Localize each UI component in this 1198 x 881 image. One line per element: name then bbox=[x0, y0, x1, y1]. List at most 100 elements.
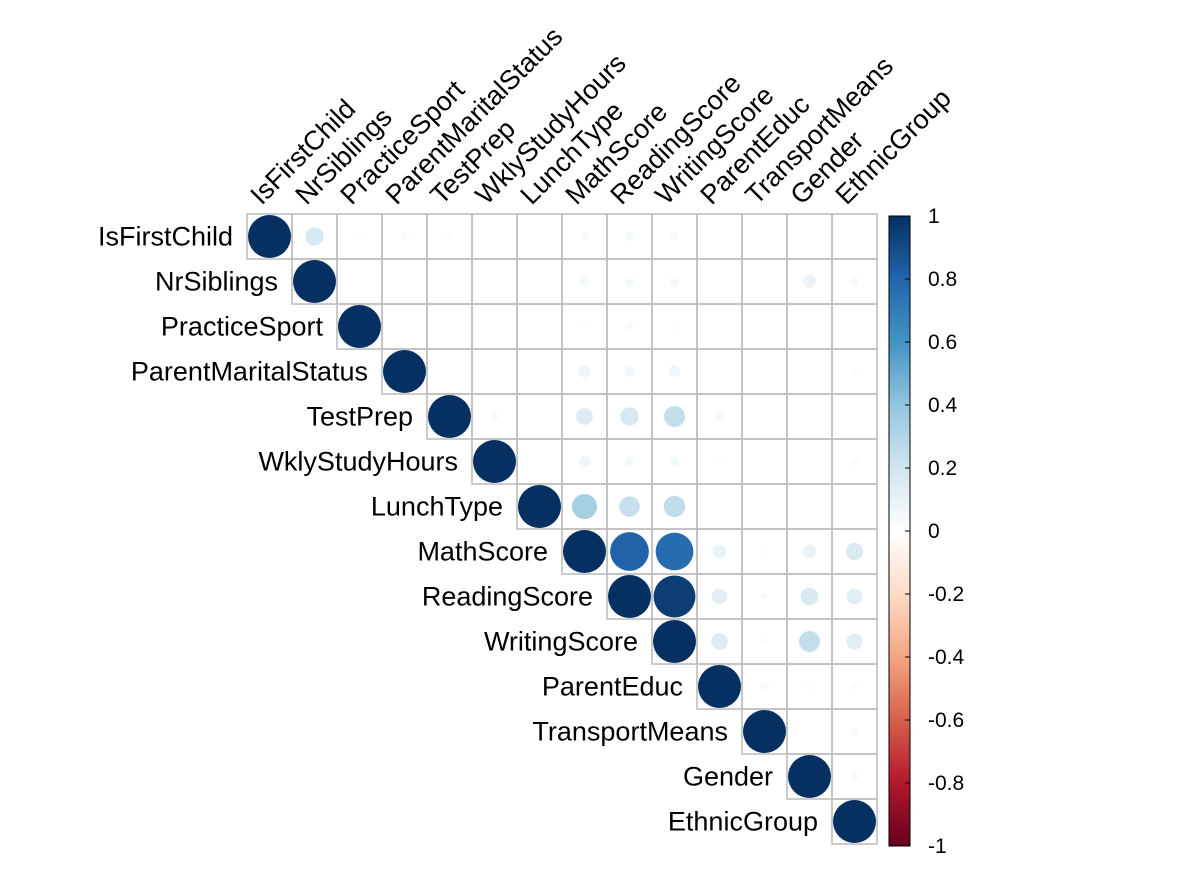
corr-circle bbox=[807, 369, 812, 374]
grid-cell bbox=[471, 303, 518, 350]
corr-circle bbox=[446, 233, 453, 240]
grid-cell bbox=[786, 708, 833, 755]
corr-circle bbox=[305, 227, 324, 246]
corr-circle bbox=[788, 755, 831, 798]
corr-circle bbox=[447, 369, 452, 374]
corr-circle bbox=[762, 279, 767, 284]
corr-circle bbox=[624, 276, 635, 287]
corr-circle bbox=[711, 588, 728, 605]
row-label: ReadingScore bbox=[422, 582, 593, 612]
corr-circle bbox=[668, 365, 681, 378]
row-labels: IsFirstChild NrSiblings PracticeSport Paren… bbox=[98, 222, 818, 837]
corr-circle bbox=[806, 683, 813, 690]
grid-cell bbox=[516, 393, 563, 440]
colorbar-tick-label: 1 bbox=[928, 205, 940, 228]
corr-circle bbox=[760, 592, 769, 601]
corr-circle bbox=[581, 323, 588, 330]
grid-cell bbox=[831, 393, 878, 440]
corr-circle bbox=[518, 485, 561, 528]
corr-circle bbox=[850, 682, 859, 691]
corr-circle bbox=[580, 232, 589, 241]
corr-circle bbox=[578, 365, 591, 378]
corr-circle bbox=[428, 395, 471, 438]
circle-layer bbox=[248, 215, 876, 843]
corr-circle bbox=[625, 322, 634, 331]
grid-cell bbox=[696, 213, 743, 260]
corr-circle bbox=[798, 630, 821, 653]
corr-circle bbox=[571, 493, 598, 520]
grid-cell bbox=[831, 798, 878, 845]
row-label: EthnicGroup bbox=[668, 807, 818, 837]
corr-circle bbox=[671, 323, 678, 330]
row-label: Gender bbox=[683, 762, 773, 792]
corr-circle bbox=[698, 665, 741, 708]
corr-circle bbox=[400, 232, 409, 241]
grid-cell bbox=[786, 393, 833, 440]
corr-circle bbox=[803, 275, 816, 288]
colorbar-tick-label: -0.2 bbox=[928, 583, 964, 606]
grid-cell bbox=[426, 303, 473, 350]
corr-circle bbox=[490, 412, 499, 421]
corr-circle bbox=[850, 277, 859, 286]
corr-circle bbox=[624, 231, 635, 242]
corr-circle bbox=[762, 504, 767, 509]
corr-circle bbox=[716, 458, 723, 465]
grid-cell bbox=[741, 213, 788, 260]
corr-circle bbox=[800, 587, 819, 606]
corr-circle bbox=[761, 638, 768, 645]
corr-circle bbox=[852, 504, 857, 509]
row-label: WritingScore bbox=[484, 627, 638, 657]
corr-circle bbox=[714, 411, 725, 422]
colorbar-tick-label: 0.6 bbox=[928, 331, 957, 354]
grid-cell bbox=[696, 258, 743, 305]
corr-circle bbox=[248, 215, 291, 258]
corr-circle bbox=[663, 405, 686, 428]
colorbar-tick-label: -0.6 bbox=[928, 709, 964, 732]
corr-circle bbox=[473, 440, 516, 483]
grid-cell bbox=[831, 213, 878, 260]
corr-circle bbox=[663, 495, 686, 518]
colorbar-tick-label: 0.4 bbox=[928, 394, 958, 417]
corr-circle bbox=[669, 456, 680, 467]
colorbar-tick-label: -0.8 bbox=[928, 772, 964, 795]
colorbar-tick-label: 0.2 bbox=[928, 457, 957, 480]
grid-cell bbox=[741, 393, 788, 440]
corr-circle bbox=[846, 633, 863, 650]
corr-circle bbox=[624, 366, 635, 377]
colorbar: 1 0.8 0.6 0.4 0.2 0 -0.2 -0.4 -0.6 -0.8 -1 bbox=[888, 205, 965, 858]
grid-cell bbox=[471, 213, 518, 260]
corr-circle bbox=[576, 408, 593, 425]
corr-circle bbox=[850, 457, 859, 466]
grid-cell bbox=[426, 258, 473, 305]
row-label: TestPrep bbox=[306, 402, 413, 432]
corr-circle bbox=[537, 369, 542, 374]
corr-circle bbox=[608, 575, 651, 618]
colorbar-tick-label: 0.8 bbox=[928, 268, 957, 291]
corr-circle bbox=[670, 232, 679, 241]
row-label: ParentEduc bbox=[542, 672, 683, 702]
corr-circle bbox=[655, 532, 694, 571]
corr-circle bbox=[845, 542, 864, 561]
corr-circle bbox=[712, 544, 727, 559]
corr-circle bbox=[619, 496, 640, 517]
corr-circle bbox=[338, 305, 381, 348]
corr-circle bbox=[807, 504, 812, 509]
corr-circle bbox=[610, 532, 649, 571]
corr-circle bbox=[578, 455, 591, 468]
corr-circle bbox=[711, 633, 728, 650]
grid-cell bbox=[336, 258, 383, 305]
corr-circle bbox=[850, 772, 859, 781]
corr-circle bbox=[851, 368, 858, 375]
corr-circle bbox=[653, 575, 696, 618]
corr-circle bbox=[653, 620, 696, 663]
corr-circle bbox=[579, 276, 590, 287]
row-label: TransportMeans bbox=[532, 717, 728, 747]
corr-circle bbox=[537, 324, 542, 329]
corr-circle bbox=[743, 710, 786, 753]
grid-cell bbox=[786, 213, 833, 260]
corr-circle bbox=[563, 530, 606, 573]
grid-cell bbox=[381, 258, 428, 305]
colorbar-tick-label: -0.4 bbox=[928, 646, 965, 669]
grid-cell bbox=[786, 303, 833, 350]
